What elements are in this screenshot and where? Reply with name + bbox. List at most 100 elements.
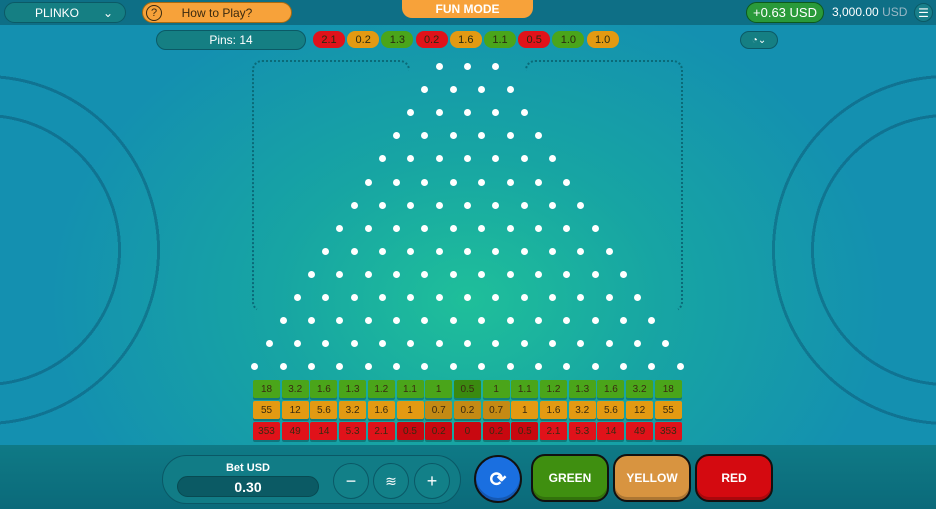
peg: [378, 201, 386, 209]
peg: [364, 363, 372, 371]
history-chip: 1.0: [586, 31, 619, 48]
yellow-play-button[interactable]: YELLOW: [613, 454, 691, 502]
peg: [619, 363, 627, 371]
peg: [293, 340, 301, 348]
peg: [648, 317, 656, 325]
green-multiplier-cell: 0.5: [453, 380, 481, 398]
peg: [435, 294, 443, 301]
red-multiplier-cell: 0.5: [396, 422, 424, 440]
yellow-multiplier-cell: 1.6: [540, 401, 567, 419]
peg: [492, 247, 500, 255]
peg: [577, 247, 585, 255]
peg: [350, 294, 358, 301]
peg: [308, 317, 316, 325]
peg: [464, 63, 471, 70]
peg: [478, 317, 486, 325]
yellow-multiplier-cell: 0.7: [425, 401, 453, 419]
red-multiplier-cell: 49: [281, 422, 309, 440]
peg: [534, 178, 542, 186]
green-multiplier-cell: 3.2: [281, 380, 309, 398]
board-frame-left: [252, 60, 410, 312]
green-multiplier-cell: 18: [654, 380, 682, 398]
peg: [336, 317, 344, 325]
menu-icon[interactable]: ☰: [914, 3, 933, 22]
peg: [378, 340, 386, 348]
red-multiplier-cell: 2.1: [367, 422, 395, 440]
red-multiplier-cell: 5.3: [568, 422, 596, 440]
green-multiplier-cell: 1.3: [339, 380, 367, 398]
coins-icon[interactable]: ≋: [373, 463, 409, 499]
yellow-multiplier-cell: 12: [626, 401, 654, 419]
peg: [435, 247, 443, 255]
peg: [322, 247, 330, 255]
peg: [520, 294, 528, 301]
peg: [549, 294, 557, 301]
peg: [336, 363, 344, 371]
peg: [619, 317, 627, 325]
peg: [563, 178, 571, 186]
decrease-bet-button[interactable]: −: [333, 463, 369, 499]
peg: [350, 201, 358, 209]
history-chip: 0.2: [347, 31, 380, 48]
green-multiplier-cell: 1.3: [568, 380, 596, 398]
peg: [676, 363, 684, 371]
bet-label: Bet USD: [225, 462, 270, 474]
green-multiplier-cell: 1.1: [396, 380, 424, 398]
how-to-play-button[interactable]: ? How to Play?: [142, 2, 292, 23]
peg: [591, 224, 599, 232]
red-play-button[interactable]: RED: [695, 454, 773, 502]
peg: [464, 109, 471, 117]
peg: [563, 363, 571, 371]
peg: [449, 86, 457, 94]
peg: [393, 132, 401, 140]
bet-panel: Bet USD 0.30 − ≋ +: [162, 455, 461, 504]
peg: [549, 155, 557, 163]
red-multiplier-cell: 353: [253, 422, 280, 440]
peg: [336, 270, 344, 278]
yellow-multiplier-cell: 55: [654, 401, 682, 419]
peg: [605, 340, 613, 348]
peg: [421, 86, 429, 94]
peg: [492, 201, 500, 209]
game-select[interactable]: PLINKO ⌄: [4, 2, 126, 23]
peg: [506, 363, 514, 371]
green-play-button[interactable]: GREEN: [531, 454, 609, 502]
balance-amount: 3,000.00: [832, 5, 879, 19]
peg: [563, 224, 571, 232]
peg: [449, 178, 457, 186]
peg: [534, 132, 542, 140]
how-to-play-label: How to Play?: [181, 5, 253, 20]
peg: [534, 363, 542, 371]
green-multiplier-cell: 1.2: [367, 380, 395, 398]
peg: [293, 294, 301, 301]
peg: [520, 247, 528, 255]
peg: [492, 294, 500, 301]
bet-input[interactable]: 0.30: [177, 476, 319, 497]
peg: [421, 270, 429, 278]
history-toggle-button[interactable]: ◔⌄: [740, 31, 778, 49]
autoplay-icon: ⟳: [489, 468, 507, 491]
autoplay-button[interactable]: ⟳: [474, 455, 522, 503]
peg: [407, 294, 415, 301]
history-chip: 1.0: [552, 31, 585, 48]
chevron-down-icon: ⌄: [102, 5, 113, 20]
green-multiplier-cell: 1.2: [540, 380, 567, 398]
peg: [393, 363, 401, 371]
peg: [478, 363, 486, 371]
peg: [591, 270, 599, 278]
peg: [506, 86, 514, 94]
red-multiplier-cell: 5.3: [339, 422, 367, 440]
peg: [279, 317, 287, 325]
green-multiplier-cell: 1.1: [511, 380, 539, 398]
peg: [421, 317, 429, 325]
yellow-multiplier-cell: 12: [281, 401, 309, 419]
peg: [464, 247, 471, 255]
peg: [464, 340, 471, 348]
peg: [393, 270, 401, 278]
peg: [492, 155, 500, 163]
increase-bet-button[interactable]: +: [414, 463, 450, 499]
peg: [265, 340, 273, 348]
peg: [520, 109, 528, 117]
pins-select[interactable]: Pins: 14: [156, 30, 306, 50]
peg: [435, 63, 443, 70]
